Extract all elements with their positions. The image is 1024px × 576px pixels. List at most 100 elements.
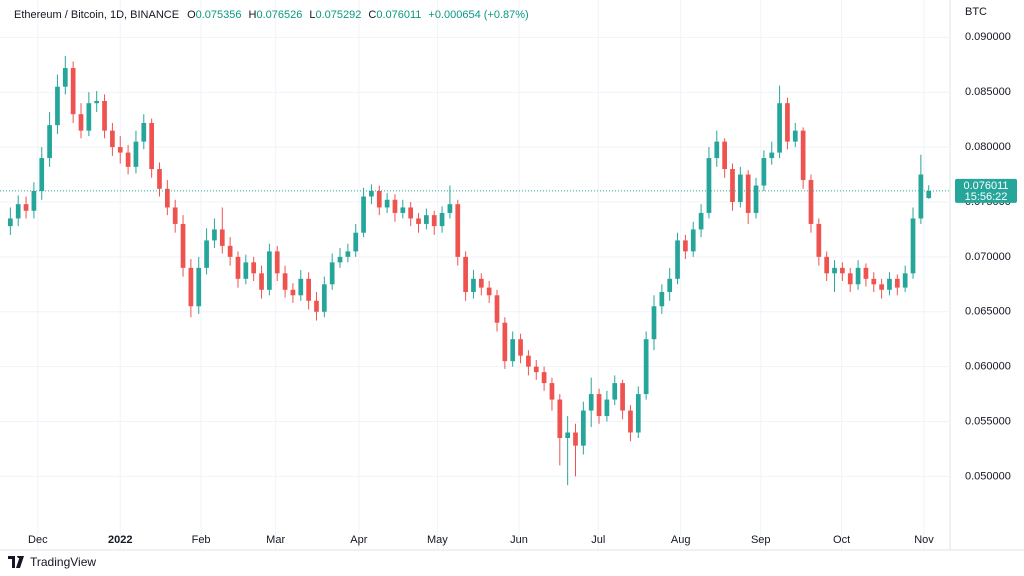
candle-body [94, 100, 100, 104]
o-label: O [187, 9, 196, 21]
candle-body [863, 267, 869, 279]
candle-body [164, 188, 170, 208]
y-tick-label: 0.055000 [965, 415, 1011, 427]
x-tick-label: Nov [914, 534, 934, 546]
candle-body [580, 410, 586, 446]
candle-body [110, 130, 115, 148]
candle-body [667, 278, 673, 292]
candle-body [31, 191, 37, 211]
candle-body [816, 223, 822, 257]
candle-body [298, 278, 304, 296]
candle-body [855, 267, 861, 285]
x-tick-label: 2022 [108, 534, 132, 546]
candle-body [871, 278, 877, 285]
candle-body [117, 147, 123, 153]
candle-body [102, 100, 107, 131]
candle-body [455, 204, 461, 257]
x-tick-label: May [427, 534, 448, 546]
h-label: H [248, 9, 257, 21]
candle-body [478, 278, 484, 288]
price-tag-value: 0.076011 [963, 180, 1008, 192]
candle-body [526, 355, 531, 367]
candle-body [361, 196, 366, 233]
x-tick-label: Feb [192, 534, 211, 546]
candle-body [722, 141, 727, 170]
candle-body [188, 267, 194, 307]
candle-body [431, 215, 437, 227]
c-label: C [368, 9, 377, 21]
candle-body [730, 169, 735, 202]
candle-body [196, 267, 202, 307]
candle-body [777, 103, 782, 153]
candle-body [62, 68, 68, 87]
y-tick-label: 0.080000 [965, 141, 1011, 153]
x-tick-label: Apr [350, 534, 367, 546]
candle-body [714, 141, 720, 159]
candle-body [172, 207, 178, 224]
candle-body [267, 251, 272, 290]
y-tick-label: 0.070000 [965, 251, 1011, 263]
candle-body [149, 122, 154, 170]
price-tag [955, 178, 1017, 203]
candle-body [337, 256, 343, 263]
candle-body [573, 432, 578, 446]
candle-body [683, 240, 688, 252]
candle-body [620, 383, 625, 411]
candle-body [769, 152, 775, 159]
candle-body [651, 306, 657, 340]
candle-body [596, 394, 602, 417]
brand-name: TradingView [30, 555, 97, 569]
candle-body [212, 229, 217, 241]
x-tick-label: Dec [28, 534, 48, 546]
l-value: 0.075292 [315, 9, 362, 21]
branding[interactable]: TradingView [8, 555, 96, 569]
candle-body [698, 212, 704, 230]
candle-body [345, 251, 351, 257]
candle-body [753, 185, 759, 213]
symbol-title: Ethereum / Bitcoin, 1D, BINANCE [14, 9, 180, 21]
y-tick-label: 0.060000 [965, 361, 1011, 373]
candle-body [23, 204, 29, 211]
candle-body [392, 199, 398, 213]
candle-body [808, 180, 814, 224]
candle-body [847, 273, 853, 285]
candle-body [894, 278, 900, 288]
c-value: 0.076011 [376, 9, 422, 21]
candle-body [384, 199, 390, 208]
candle-body [125, 152, 131, 167]
x-tick-label: Sep [751, 534, 771, 546]
candle-body [219, 229, 225, 246]
candle-body [8, 218, 13, 227]
candle-body [70, 68, 76, 115]
candle-body [376, 191, 382, 208]
candle-body [510, 339, 516, 362]
candle-body [353, 232, 359, 252]
candle-body [416, 218, 421, 224]
candle-body [439, 212, 445, 227]
candle-body [604, 399, 610, 417]
candle-body [918, 174, 924, 219]
candle-body [282, 273, 288, 290]
candle-body [565, 432, 571, 438]
candle-body [832, 267, 837, 274]
candle-body [926, 190, 932, 199]
candle-body [902, 273, 908, 288]
price-tag-countdown: 15:56:22 [965, 191, 1008, 203]
candle-body [785, 103, 790, 142]
candle-body [243, 262, 249, 279]
y-tick-label: 0.065000 [965, 306, 1011, 318]
candle-body [314, 300, 319, 312]
change: +0.000654 (+0.87%) [428, 9, 529, 21]
candle-body [588, 394, 594, 411]
candle-body [251, 262, 257, 274]
candle-body [887, 278, 892, 290]
candle-body [910, 218, 916, 274]
candle-body [400, 207, 406, 213]
candle-body [879, 284, 884, 290]
candle-body [290, 289, 296, 296]
candle-body [675, 240, 680, 279]
candle-body [690, 229, 696, 252]
candle-body [235, 256, 241, 279]
candle-body [133, 141, 139, 167]
o-value: 0.075356 [195, 9, 242, 21]
